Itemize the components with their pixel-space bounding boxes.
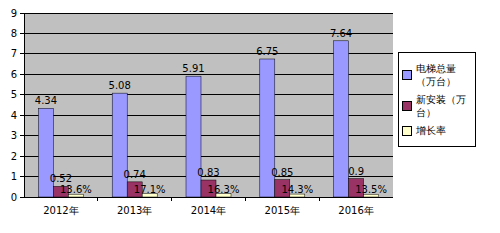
y-tick-label: 5 (11, 89, 17, 100)
data-label: 17.1% (134, 184, 166, 195)
y-tick (20, 94, 24, 95)
bar (112, 93, 127, 197)
y-tick (20, 53, 24, 54)
y-tick-label: 1 (11, 171, 17, 182)
data-label: 5.91 (182, 63, 204, 74)
y-tick-label: 9 (11, 8, 17, 19)
x-tick-label: 2016年 (338, 205, 373, 216)
x-tick-label: 2013年 (117, 205, 152, 216)
data-label: 0.85 (271, 167, 293, 178)
data-label: 0.52 (50, 173, 72, 184)
data-label: 0.74 (124, 169, 146, 180)
y-tick-label: 8 (11, 28, 17, 39)
y-tick-label: 3 (11, 130, 17, 141)
bar (334, 41, 349, 197)
x-tick (171, 197, 172, 201)
grid-line (24, 13, 393, 14)
bar (186, 76, 201, 197)
legend-label: 电梯总量（万台） (416, 62, 472, 88)
data-label: 13.5% (355, 184, 387, 195)
bars (38, 41, 378, 197)
legend-item: 电梯总量（万台） (402, 62, 472, 88)
y-tick-label: 2 (11, 151, 17, 162)
legend-swatch (402, 70, 412, 80)
y-tick-label: 0 (11, 192, 17, 203)
legend-swatch (402, 126, 412, 136)
y-tick (20, 13, 24, 14)
plot-area (24, 13, 393, 197)
y-tick-label: 4 (11, 110, 17, 121)
data-label: 6.75 (256, 46, 278, 57)
y-axis (24, 13, 25, 197)
data-label: 5.08 (109, 80, 131, 91)
legend-label: 新安装（万台） (416, 93, 472, 119)
y-tick-label: 6 (11, 69, 17, 80)
x-tick (97, 197, 98, 201)
y-tick (20, 33, 24, 34)
y-tick (20, 135, 24, 136)
data-label: 0.9 (348, 166, 364, 177)
y-tick-label: 7 (11, 48, 17, 59)
data-label: 7.64 (330, 28, 352, 39)
data-labels: 4.34 0.5213.6% 5.08 0.74 17.1% 5.91 0.83 16.3% 6… (35, 28, 387, 195)
data-label: 14.3% (281, 184, 313, 195)
y-tick (20, 197, 24, 198)
y-tick (20, 156, 24, 157)
x-tick-label: 2014年 (191, 205, 226, 216)
chart-wrap: 0 1 2 3 4 5 6 7 8 9 4.34 0.5213.6% 5.08 0.74 17.1% 5.91… (0, 0, 500, 233)
x-tick (319, 197, 320, 201)
data-label: 4.34 (35, 95, 57, 106)
x-tick (245, 197, 246, 201)
legend-label: 增长率 (416, 124, 472, 137)
y-tick (20, 74, 24, 75)
legend-item: 增长率 (402, 124, 472, 137)
data-label: 0.83 (197, 167, 219, 178)
y-tick (20, 176, 24, 177)
legend-item: 新安装（万台） (402, 93, 472, 119)
data-label: 16.3% (208, 184, 240, 195)
x-tick-label: 2012年 (43, 205, 78, 216)
x-tick-label: 2015年 (265, 205, 300, 216)
legend: 电梯总量（万台） 新安装（万台） 增长率 (398, 52, 476, 147)
legend-swatch (402, 101, 412, 111)
data-label: 13.6% (60, 184, 92, 195)
y-tick (20, 115, 24, 116)
